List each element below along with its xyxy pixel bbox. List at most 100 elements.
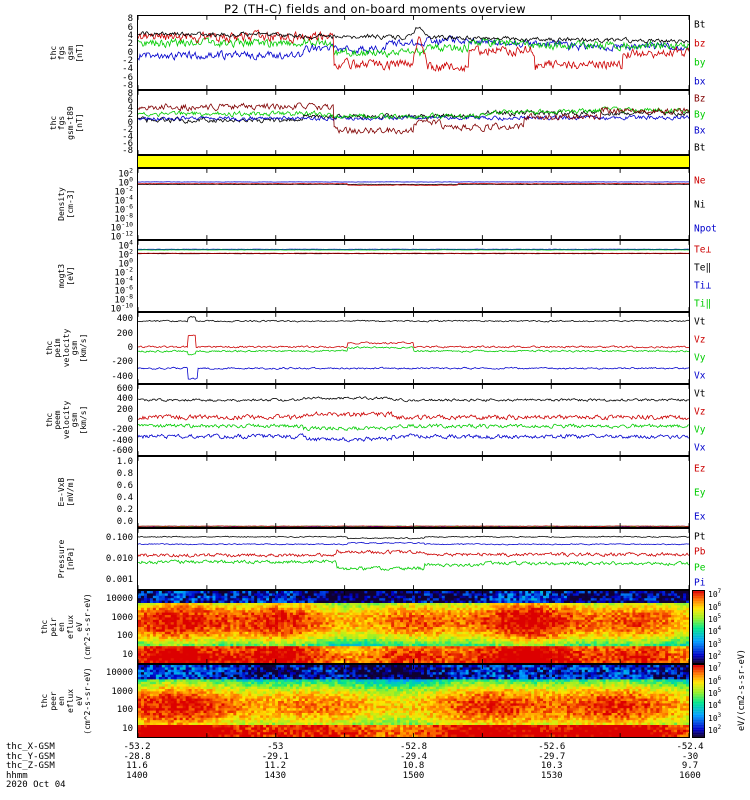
legend-temperature-te‖: Te‖ — [694, 262, 712, 274]
legend-fgs-gsm-t89-bt: Bt — [694, 142, 706, 154]
ytick-pressure-0: 0.100 — [105, 533, 133, 544]
ytick-temperature-6: 10-8 — [114, 292, 133, 305]
colorbar-tick-1-3: 104 — [708, 700, 722, 711]
ytick-peem-velocity-0: 600 — [116, 384, 133, 395]
legend-peim-velocity-vt: Vt — [694, 316, 706, 328]
legend-efield-ez: Ez — [694, 463, 706, 475]
colorbar-1 — [692, 664, 705, 738]
legend-fgs-gsm-bx: bx — [694, 76, 706, 88]
bottom-tick-y-3: -29.7 — [538, 751, 566, 762]
colorbar-tick-1-1: 106 — [708, 675, 722, 686]
bottom-tick-z-1: 11.2 — [264, 761, 287, 772]
ytick-fgs-gsm-t89-1: 6 — [127, 95, 133, 106]
ytick-peer-spectrogram-3: 10 — [122, 723, 133, 734]
legend-temperature-te⊥: Te⊥ — [694, 244, 712, 256]
colorbar-tick-0-0: 107 — [708, 589, 722, 600]
legend-peem-velocity-vz: Vz — [694, 406, 706, 418]
colorbar-tick-0-1: 106 — [708, 601, 722, 612]
ytick-fgs-gsm-t89-5: -2 — [122, 124, 133, 135]
bottom-tick-time-4: 1600 — [679, 770, 701, 781]
panel-peem-velocity — [137, 384, 690, 456]
ytick-peir-spectrogram-0: 10000 — [105, 594, 133, 605]
colorbar-tick-0-2: 105 — [708, 614, 722, 624]
ytick-fgs-gsm-4: 0 — [127, 47, 133, 58]
panel-temperature — [137, 240, 690, 312]
ytick-fgs-gsm-8: -8 — [122, 80, 133, 91]
bottom-tick-time-3: 1530 — [540, 770, 563, 781]
legend-pressure-pt: Pt — [694, 531, 706, 543]
legend-fgs-gsm-bz: bz — [694, 38, 706, 50]
ytick-peem-velocity-5: -400 — [111, 435, 133, 446]
bottom-tick-time-2: 1500 — [402, 770, 425, 781]
ytick-density-4: 10-6 — [114, 202, 133, 215]
ytick-temperature-5: 10-6 — [114, 283, 133, 296]
legend-fgs-gsm-t89-bx: Bx — [694, 125, 706, 137]
ytick-fgs-gsm-t89-0: 8 — [127, 88, 133, 99]
date-label: 2020 Oct 04 — [6, 780, 66, 790]
ytick-fgs-gsm-2: 4 — [127, 30, 133, 41]
panel-efield — [137, 456, 690, 528]
ytick-temperature-7: 10-10 — [110, 301, 133, 314]
legend-peim-velocity-vx: Vx — [694, 370, 706, 382]
ytick-density-6: 10-10 — [110, 220, 133, 233]
legend-efield-ex: Ex — [694, 511, 706, 523]
ytick-fgs-gsm-3: 2 — [127, 39, 133, 50]
ytick-temperature-3: 10-2 — [114, 265, 133, 278]
bottom-tick-x-3: -52.6 — [538, 742, 566, 752]
panel-density — [137, 168, 690, 240]
colorbar-tick-0-5: 102 — [708, 651, 722, 661]
ytick-peem-velocity-2: 200 — [116, 404, 133, 415]
page-title: P2 (TH-C) fields and on-board moments ov… — [224, 2, 526, 16]
ytick-peem-velocity-6: -600 — [111, 445, 133, 456]
bottom-tick-z-3: 10.3 — [540, 761, 563, 772]
legend-fgs-gsm-t89-by: By — [694, 109, 706, 121]
ytick-fgs-gsm-7: -6 — [122, 72, 133, 83]
legend-temperature-ti⊥: Ti⊥ — [694, 280, 712, 292]
bottom-row-label-1: thc_Y-GSM — [6, 751, 55, 762]
ytick-density-3: 10-4 — [114, 193, 133, 206]
ytick-peir-spectrogram-3: 10 — [122, 649, 133, 660]
ytick-temperature-1: 102 — [118, 247, 133, 260]
ytick-efield-5: 0.0 — [116, 517, 133, 527]
bottom-tick-x-4: -52.4 — [676, 742, 704, 752]
bottom-row-label-0: thc_X-GSM — [6, 742, 55, 752]
legend-pressure-pi: Pi — [694, 577, 706, 589]
ytick-density-7: 10-12 — [110, 229, 133, 242]
colorbar-tick-1-5: 102 — [708, 725, 722, 735]
ytick-temperature-4: 10-4 — [114, 274, 133, 287]
ytick-efield-1: 0.8 — [116, 469, 133, 479]
bottom-tick-y-4: -30 — [681, 751, 699, 762]
colorbar-tick-1-2: 105 — [708, 688, 722, 698]
bottom-tick-time-1: 1430 — [264, 770, 287, 781]
bottom-tick-x-2: -52.8 — [399, 742, 428, 752]
legend-pressure-pe: Pe — [694, 562, 706, 574]
bottom-tick-z-4: 9.7 — [681, 761, 699, 772]
ytick-peir-spectrogram-1: 1000 — [111, 612, 133, 623]
legend-peem-velocity-vt: Vt — [694, 388, 706, 400]
legend-peim-velocity-vz: Vz — [694, 334, 706, 346]
ytick-temperature-2: 100 — [118, 256, 133, 269]
ytick-efield-3: 0.4 — [116, 493, 133, 503]
bottom-tick-time-0: 1400 — [126, 770, 148, 781]
bottom-row-label-3: hhmm — [6, 770, 28, 781]
ytick-peer-spectrogram-2: 100 — [116, 705, 133, 716]
ytick-peir-spectrogram-2: 100 — [116, 631, 133, 642]
ytick-peim-velocity-0: 400 — [116, 314, 133, 325]
panel-pressure — [137, 528, 690, 590]
ytick-peer-spectrogram-1: 1000 — [111, 686, 133, 697]
bottom-row-label-2: thc_Z-GSM — [6, 761, 55, 772]
ytick-fgs-gsm-0: 8 — [127, 14, 133, 25]
colorbar-caption: eV/(cm2-s-sr-eV) — [737, 649, 747, 731]
legend-peim-velocity-vy: Vy — [694, 352, 706, 364]
ytick-pressure-1: 0.010 — [105, 554, 133, 564]
ytick-density-1: 100 — [118, 175, 133, 188]
bottom-tick-z-2: 10.8 — [402, 761, 425, 772]
colorbar-0 — [692, 590, 705, 664]
legend-density-npot: Npot — [694, 223, 717, 235]
ytick-pressure-2: 0.001 — [105, 574, 133, 585]
legend-temperature-ti‖: Ti‖ — [694, 298, 712, 310]
ytick-density-2: 10-2 — [114, 184, 133, 197]
ytick-peim-velocity-2: 0 — [127, 343, 133, 353]
bottom-tick-z-0: 11.6 — [126, 761, 148, 772]
panel-fgs-gsm-t89 — [137, 90, 690, 155]
